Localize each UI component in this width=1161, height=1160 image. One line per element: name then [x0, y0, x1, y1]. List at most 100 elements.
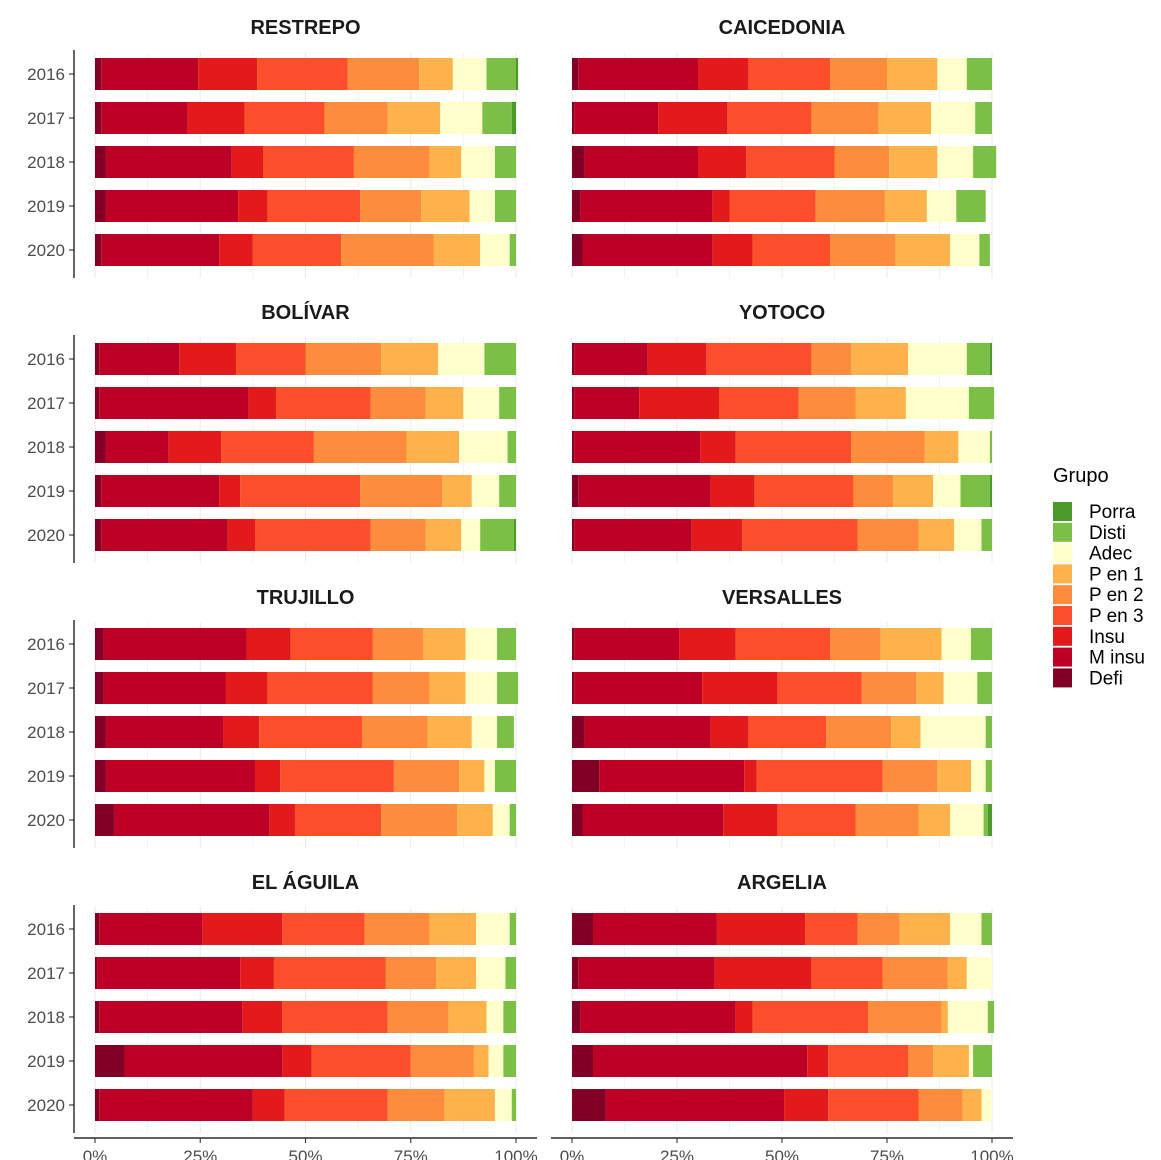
bar-segment-disti	[985, 760, 992, 792]
bar-segment-adec	[950, 804, 984, 836]
bar-segment-p-en-3	[828, 1089, 919, 1121]
bar-segment-adec	[950, 234, 980, 266]
bar-segment-adec	[440, 102, 483, 134]
bar-segment-p-en-1	[444, 1089, 495, 1121]
bar-segment-m-insu	[101, 234, 220, 266]
panel-title: YOTOCO	[739, 302, 825, 324]
panel-1: RESTREPO 2016 2017 2018 2019 2020	[27, 17, 519, 278]
bar-segment-disti	[480, 519, 514, 551]
bar-segment-p-en-3	[259, 716, 363, 748]
bar-segment-m-insu	[101, 475, 220, 507]
bar-segment-insu	[238, 190, 268, 222]
bar-segment-m-insu	[593, 1045, 808, 1077]
bar-segment-adec	[950, 913, 982, 945]
bar-segment-insu	[714, 957, 812, 989]
bar-segment-p-en-3	[777, 672, 862, 704]
y-tick-label: 2016	[27, 350, 65, 369]
bar-segment-insu	[269, 804, 295, 836]
bar-segment-p-en-2	[857, 913, 900, 945]
bar-segment-disti	[482, 102, 512, 134]
bar-segment-insu	[784, 1089, 829, 1121]
bar-segment-adec	[954, 519, 982, 551]
bar-segment-insu	[219, 475, 241, 507]
bar-segment-disti	[484, 343, 516, 375]
bar-segment-insu	[202, 913, 283, 945]
bar-segment-adec	[926, 190, 957, 222]
bar-segment-p-en-3	[236, 343, 306, 375]
bar-segment-p-en-3	[777, 804, 856, 836]
y-tick-label: 2019	[27, 767, 65, 786]
panel-title: VERSALLES	[722, 587, 842, 609]
bar-segment-insu	[225, 672, 268, 704]
bar-segment-disti	[507, 431, 516, 463]
bar-segment-insu	[198, 58, 258, 90]
bar-segment-p-en-2	[811, 102, 879, 134]
bar-segment-p-en-3	[719, 387, 799, 419]
bar-segment-insu	[744, 760, 757, 792]
bar-segment-p-en-3	[311, 1045, 411, 1077]
bar-segment-p-en-2	[882, 957, 948, 989]
bar-segment-defi	[572, 628, 575, 660]
bar-segment-p-en-1	[941, 1001, 948, 1033]
bar-segment-adec	[981, 1089, 992, 1121]
bar-segment-p-en-2	[347, 58, 420, 90]
y-tick-label: 2018	[27, 438, 65, 457]
bar-segment-adec	[463, 387, 500, 419]
bar-segment-defi	[572, 58, 579, 90]
bar-segment-p-en-3	[280, 760, 394, 792]
bar-segment-m-insu	[105, 716, 224, 748]
bar-segment-defi	[572, 1089, 606, 1121]
bar-segment-defi	[95, 1089, 100, 1121]
bar-segment-insu	[227, 519, 255, 551]
bar-segment-insu	[679, 628, 736, 660]
bar-segment-p-en-1	[421, 190, 470, 222]
bar-segment-insu	[698, 58, 749, 90]
bar-segment-defi	[95, 760, 106, 792]
bar-segment-p-en-1	[962, 1089, 982, 1121]
bar-segment-p-en-1	[933, 1045, 969, 1077]
bar-segment-adec	[471, 475, 500, 507]
bar-segment-adec	[465, 672, 498, 704]
bar-segment-disti	[987, 1001, 995, 1033]
bar-segment-p-en-1	[889, 146, 938, 178]
bar-segment-m-insu	[99, 1001, 243, 1033]
bar-segment-p-en-3	[805, 913, 858, 945]
bar-segment-adec	[947, 1001, 988, 1033]
bar-segment-m-insu	[101, 58, 199, 90]
bar-segment-defi	[95, 519, 102, 551]
bar-segment-p-en-1	[893, 475, 934, 507]
bar-segment-insu	[710, 716, 749, 748]
panel-title: ARGELIA	[737, 872, 827, 894]
bar-segment-insu	[639, 387, 719, 419]
y-tick-label: 2017	[27, 679, 65, 698]
y-tick-label: 2019	[27, 482, 65, 501]
bar-segment-p-en-1	[419, 58, 453, 90]
bar-segment-p-en-3	[706, 343, 812, 375]
panel-6: VERSALLES	[571, 587, 993, 848]
bar-segment-adec	[461, 146, 495, 178]
bar-segment-disti	[509, 913, 516, 945]
bar-segment-p-en-1	[937, 760, 971, 792]
panel-3: BOLÍVAR 2016 2017 2018 2019 2020	[27, 301, 517, 563]
bar-segment-p-en-2	[918, 1089, 963, 1121]
bar-segment-defi	[95, 234, 102, 266]
bar-segment-p-en-3	[257, 58, 348, 90]
bar-segment-disti	[499, 387, 516, 419]
bar-segment-defi	[572, 475, 579, 507]
bar-segment-m-insu	[103, 628, 247, 660]
bar-segment-m-insu	[593, 913, 717, 945]
legend-key	[1053, 522, 1072, 542]
y-tick-label: 2016	[27, 920, 65, 939]
bar-segment-insu	[240, 957, 274, 989]
x-tick-label: 100%	[970, 1147, 1013, 1160]
bar-segment-defi	[95, 672, 104, 704]
bar-segment-insu	[246, 628, 291, 660]
legend-key	[1053, 564, 1072, 584]
bar-segment-p-en-2	[830, 58, 887, 90]
bar-segment-m-insu	[582, 804, 724, 836]
y-tick-label: 2020	[27, 241, 65, 260]
legend-label: P en 3	[1089, 606, 1144, 627]
x-tick-label: 25%	[660, 1147, 694, 1160]
legend-key	[1053, 626, 1072, 646]
x-tick-label: 50%	[288, 1147, 322, 1160]
